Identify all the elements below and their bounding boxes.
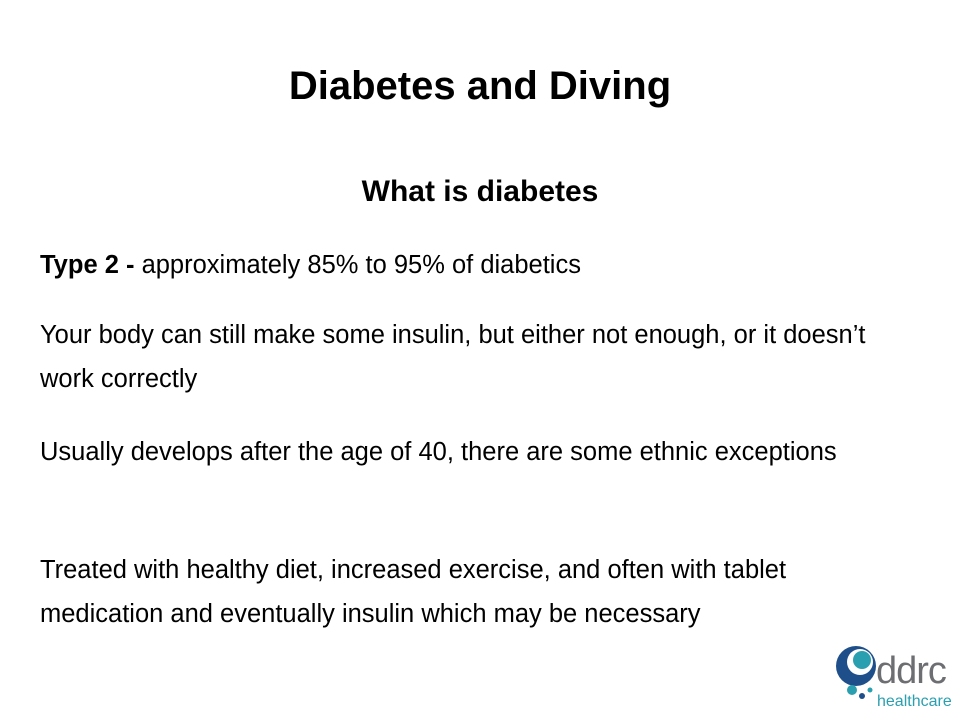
paragraph: Usually develops after the age of 40, th… [40,438,837,466]
logo-tagline: healthcare [877,693,952,710]
paragraph-text: approximately 85% to 95% of diabetics [141,251,581,279]
paragraph: Your body can still make some insulin, b… [40,321,866,393]
paragraph: Type 2 - approximately 85% to 95% of dia… [40,243,900,287]
slide-subtitle: What is diabetes [361,175,599,208]
paragraph: Treated with healthy diet, increased exe… [40,556,787,628]
paragraph-lead: Type 2 - [40,251,135,279]
logo-name: ddrc [876,650,947,692]
logo-mark [836,646,876,699]
slide-title: Diabetes and Diving [288,64,672,108]
